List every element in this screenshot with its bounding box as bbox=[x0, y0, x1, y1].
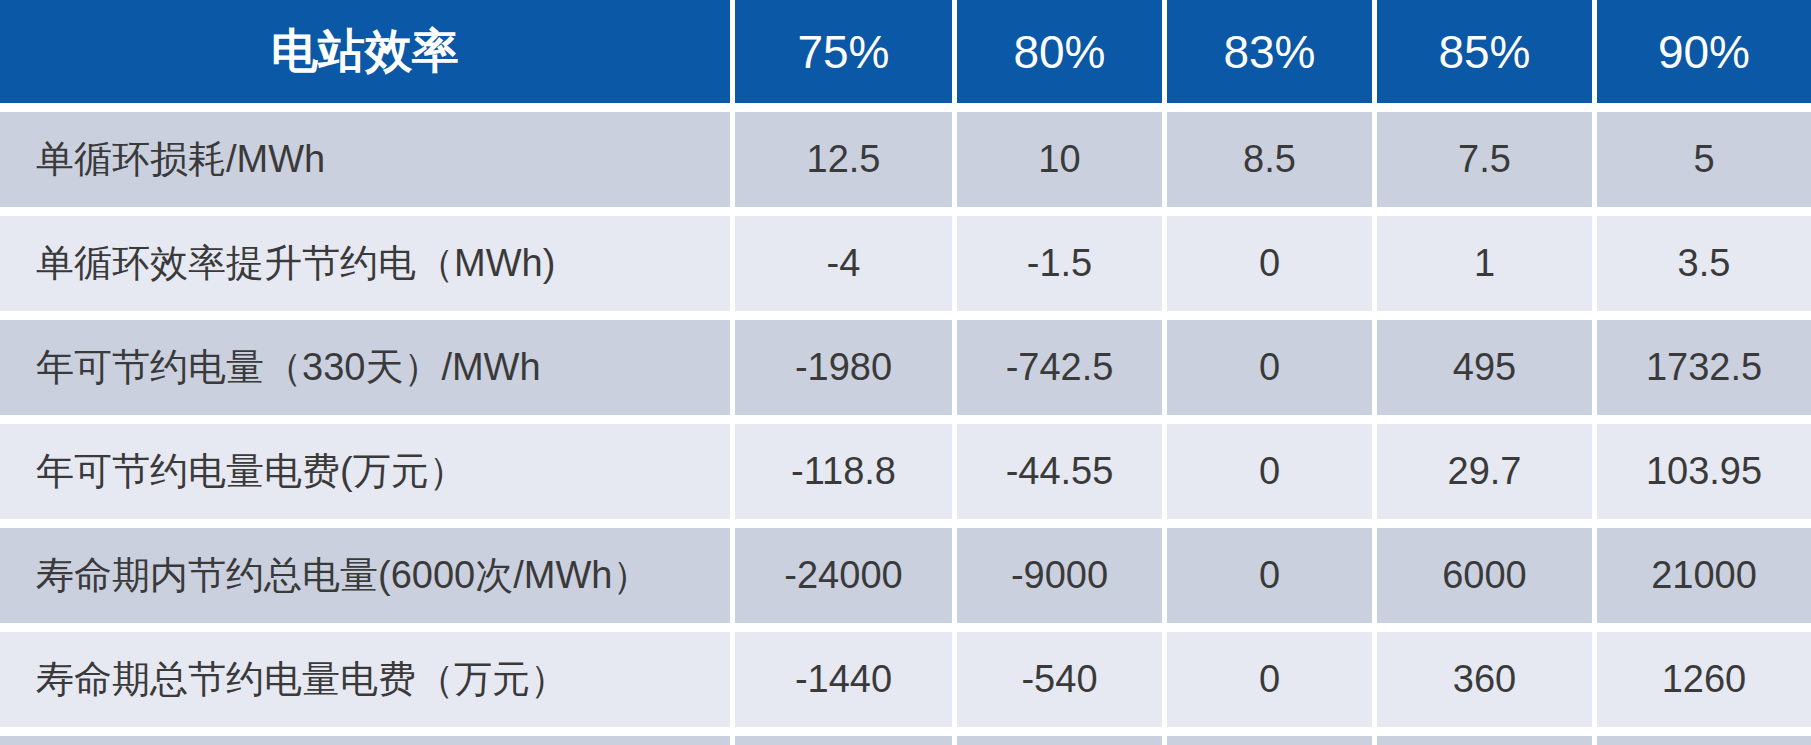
column-header-90: 90% bbox=[1597, 0, 1811, 103]
value-cell: 103.95 bbox=[1597, 424, 1811, 519]
partial-row-cell bbox=[1377, 736, 1592, 745]
power-plant-efficiency-table: 电站效率 75% 80% 83% 85% 90% 单循环损耗/MWh 12.5 … bbox=[0, 0, 1811, 745]
value-cell: -540 bbox=[957, 632, 1162, 727]
row-label-annual-cost-savings: 年可节约电量电费(万元） bbox=[0, 424, 730, 519]
value-cell: 1260 bbox=[1597, 632, 1811, 727]
value-cell: -44.55 bbox=[957, 424, 1162, 519]
partial-row-cell bbox=[957, 736, 1162, 745]
partial-row-cell bbox=[0, 736, 730, 745]
value-cell: 8.5 bbox=[1167, 112, 1372, 207]
value-cell: 0 bbox=[1167, 632, 1372, 727]
partial-row-cell bbox=[1597, 736, 1811, 745]
table-title-cell: 电站效率 bbox=[0, 0, 730, 103]
value-cell: 360 bbox=[1377, 632, 1592, 727]
value-cell: 1 bbox=[1377, 216, 1592, 311]
value-cell: 0 bbox=[1167, 320, 1372, 415]
value-cell: 1732.5 bbox=[1597, 320, 1811, 415]
row-label-single-cycle-savings: 单循环效率提升节约电（MWh) bbox=[0, 216, 730, 311]
value-cell: 0 bbox=[1167, 216, 1372, 311]
value-cell: 3.5 bbox=[1597, 216, 1811, 311]
row-label-lifetime-cost-savings: 寿命期总节约电量电费（万元） bbox=[0, 632, 730, 727]
value-cell: 0 bbox=[1167, 424, 1372, 519]
column-header-83: 83% bbox=[1167, 0, 1372, 103]
value-cell: 29.7 bbox=[1377, 424, 1592, 519]
column-header-75: 75% bbox=[735, 0, 952, 103]
partial-row-cell bbox=[1167, 736, 1372, 745]
value-cell: -742.5 bbox=[957, 320, 1162, 415]
partial-row-cell bbox=[735, 736, 952, 745]
row-label-annual-energy-savings: 年可节约电量（330天）/MWh bbox=[0, 320, 730, 415]
value-cell: -1980 bbox=[735, 320, 952, 415]
value-cell: 5 bbox=[1597, 112, 1811, 207]
value-cell: -1.5 bbox=[957, 216, 1162, 311]
value-cell: 6000 bbox=[1377, 528, 1592, 623]
value-cell: -4 bbox=[735, 216, 952, 311]
value-cell: 7.5 bbox=[1377, 112, 1592, 207]
column-header-80: 80% bbox=[957, 0, 1162, 103]
row-label-lifetime-energy-savings: 寿命期内节约总电量(6000次/MWh） bbox=[0, 528, 730, 623]
value-cell: 0 bbox=[1167, 528, 1372, 623]
row-label-single-cycle-loss: 单循环损耗/MWh bbox=[0, 112, 730, 207]
value-cell: -118.8 bbox=[735, 424, 952, 519]
value-cell: 12.5 bbox=[735, 112, 952, 207]
value-cell: 10 bbox=[957, 112, 1162, 207]
value-cell: -24000 bbox=[735, 528, 952, 623]
column-header-85: 85% bbox=[1377, 0, 1592, 103]
value-cell: -1440 bbox=[735, 632, 952, 727]
value-cell: 495 bbox=[1377, 320, 1592, 415]
value-cell: 21000 bbox=[1597, 528, 1811, 623]
value-cell: -9000 bbox=[957, 528, 1162, 623]
slide: 电站效率 75% 80% 83% 85% 90% 单循环损耗/MWh 12.5 … bbox=[0, 0, 1811, 745]
